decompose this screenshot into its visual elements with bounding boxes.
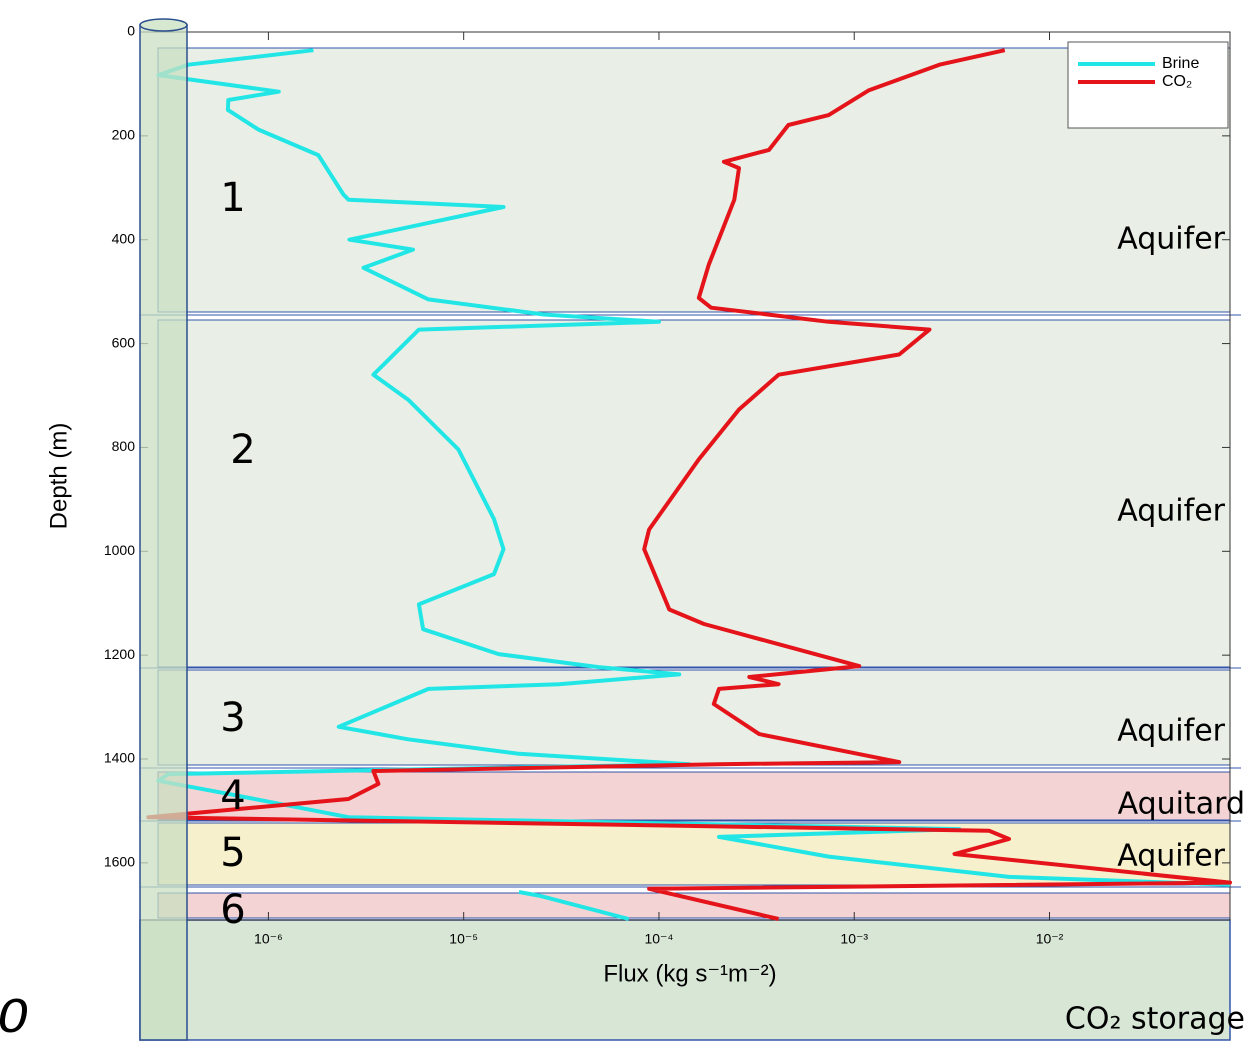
annotation: Aquifer <box>1117 222 1225 257</box>
annotation: 2 <box>230 427 255 473</box>
x-axis-label: Flux (kg s⁻¹m⁻²) <box>603 960 776 987</box>
annotation: 3 <box>220 695 245 741</box>
x-tick-label: 10⁻⁴ <box>644 931 673 947</box>
annotation: Aquifer <box>1117 494 1225 529</box>
y-tick-label: 400 <box>112 230 136 246</box>
well-pipe <box>140 25 187 1040</box>
y-tick-label: 200 <box>112 127 136 143</box>
y-tick-label: 0 <box>127 23 135 39</box>
y-tick-label: 1400 <box>104 750 135 766</box>
annotation: 1 <box>220 175 245 221</box>
y-tick-label: 600 <box>112 334 136 350</box>
x-tick-label: 10⁻² <box>1036 931 1064 947</box>
layer-band <box>158 320 1230 667</box>
chart: 0 200 400 600 800 1000 1200 1400 1600 10⁻⁶ 10⁻⁵ 10⁻… <box>0 0 1251 1045</box>
y-tick-label: 1200 <box>104 646 135 662</box>
y-axis-label: Depth (m) <box>45 423 72 530</box>
annotation: 4 <box>220 773 245 819</box>
annotation: Aquifer <box>1117 714 1225 749</box>
y-tick-label: 1000 <box>104 542 135 558</box>
legend-label: Brine <box>1162 55 1199 72</box>
annotation: Aquifer <box>1117 839 1225 874</box>
annotation: 6 <box>220 887 245 933</box>
annotation: 5 <box>220 830 245 876</box>
legend-box <box>1068 42 1228 128</box>
annotation: k₀ <box>0 958 29 1045</box>
x-tick-label: 10⁻⁶ <box>254 931 283 947</box>
well-top <box>140 19 187 31</box>
y-tick-label: 1600 <box>104 854 135 870</box>
y-tick-label: 800 <box>112 438 136 454</box>
annotation: Aquitard <box>1118 787 1245 822</box>
layer-band <box>158 670 1230 765</box>
layer-band <box>158 823 1230 885</box>
legend-label: CO₂ <box>1162 73 1192 90</box>
annotation: CO₂ storage <box>1065 1002 1245 1037</box>
x-tick-label: 10⁻⁵ <box>449 931 478 947</box>
layer-band <box>158 893 1230 918</box>
x-tick-label: 10⁻³ <box>840 931 868 947</box>
